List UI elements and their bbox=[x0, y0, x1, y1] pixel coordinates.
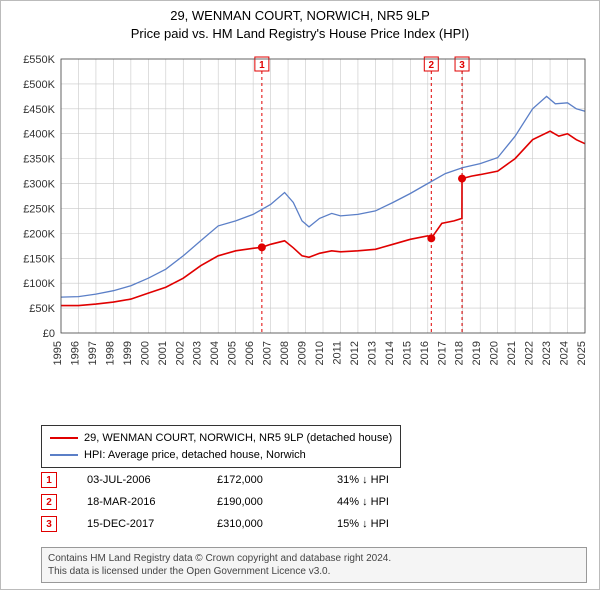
svg-text:1998: 1998 bbox=[104, 341, 116, 365]
svg-text:2017: 2017 bbox=[436, 341, 448, 365]
legend-label-hpi: HPI: Average price, detached house, Norw… bbox=[84, 447, 306, 464]
figure-root: 29, WENMAN COURT, NORWICH, NR5 9LP Price… bbox=[0, 0, 600, 590]
title-block: 29, WENMAN COURT, NORWICH, NR5 9LP Price… bbox=[1, 1, 599, 42]
sale-price-1: £172,000 bbox=[217, 474, 337, 486]
svg-text:2009: 2009 bbox=[297, 341, 309, 365]
svg-text:£250K: £250K bbox=[23, 203, 55, 215]
svg-text:2023: 2023 bbox=[541, 341, 553, 365]
svg-text:£50K: £50K bbox=[29, 303, 55, 315]
footer-line-2: This data is licensed under the Open Gov… bbox=[48, 565, 580, 578]
sale-delta-3: 15% ↓ HPI bbox=[337, 518, 457, 530]
legend-box: 29, WENMAN COURT, NORWICH, NR5 9LP (deta… bbox=[41, 425, 401, 468]
svg-text:2000: 2000 bbox=[139, 341, 151, 365]
svg-text:2002: 2002 bbox=[174, 341, 186, 365]
svg-text:£300K: £300K bbox=[23, 179, 55, 191]
svg-text:£100K: £100K bbox=[23, 278, 55, 290]
svg-text:2014: 2014 bbox=[384, 341, 396, 365]
svg-text:£150K: £150K bbox=[23, 253, 55, 265]
legend-row-hpi: HPI: Average price, detached house, Norw… bbox=[50, 447, 392, 464]
svg-text:2025: 2025 bbox=[576, 341, 588, 365]
svg-text:2019: 2019 bbox=[471, 341, 483, 365]
title-line-2: Price paid vs. HM Land Registry's House … bbox=[1, 25, 599, 43]
svg-text:2: 2 bbox=[429, 60, 435, 71]
sales-row-1: 1 03-JUL-2006 £172,000 31% ↓ HPI bbox=[41, 469, 457, 491]
footer-box: Contains HM Land Registry data © Crown c… bbox=[41, 547, 587, 583]
sales-row-2: 2 18-MAR-2016 £190,000 44% ↓ HPI bbox=[41, 491, 457, 513]
svg-text:1997: 1997 bbox=[87, 341, 99, 365]
svg-text:2007: 2007 bbox=[262, 341, 274, 365]
sale-price-2: £190,000 bbox=[217, 496, 337, 508]
svg-text:£200K: £200K bbox=[23, 228, 55, 240]
svg-text:1: 1 bbox=[259, 60, 265, 71]
svg-text:2010: 2010 bbox=[314, 341, 326, 365]
legend-row-property: 29, WENMAN COURT, NORWICH, NR5 9LP (deta… bbox=[50, 430, 392, 447]
svg-text:2022: 2022 bbox=[524, 341, 536, 365]
svg-text:3: 3 bbox=[459, 60, 465, 71]
svg-text:2016: 2016 bbox=[419, 341, 431, 365]
title-line-1: 29, WENMAN COURT, NORWICH, NR5 9LP bbox=[1, 7, 599, 25]
svg-text:2020: 2020 bbox=[489, 341, 501, 365]
svg-text:£350K: £350K bbox=[23, 154, 55, 166]
legend-swatch-property bbox=[50, 437, 78, 439]
sale-date-3: 15-DEC-2017 bbox=[87, 518, 217, 530]
svg-text:2003: 2003 bbox=[192, 341, 204, 365]
sale-delta-2: 44% ↓ HPI bbox=[337, 496, 457, 508]
sale-delta-1: 31% ↓ HPI bbox=[337, 474, 457, 486]
chart-region: £0 £50K £100K £150K £200K £250K £300K £350K £400… bbox=[9, 51, 593, 381]
svg-text:2008: 2008 bbox=[279, 341, 291, 365]
svg-text:£0: £0 bbox=[43, 328, 55, 340]
sale-marker-3: 3 bbox=[41, 516, 57, 532]
svg-text:2006: 2006 bbox=[244, 341, 256, 365]
svg-text:2021: 2021 bbox=[506, 341, 518, 365]
svg-text:2013: 2013 bbox=[366, 341, 378, 365]
footer-line-1: Contains HM Land Registry data © Crown c… bbox=[48, 552, 580, 565]
svg-text:2004: 2004 bbox=[209, 341, 221, 365]
chart-svg: £0 £50K £100K £150K £200K £250K £300K £350K £400… bbox=[9, 51, 593, 381]
svg-text:2015: 2015 bbox=[401, 341, 413, 365]
svg-text:2001: 2001 bbox=[157, 341, 169, 365]
svg-text:2018: 2018 bbox=[454, 341, 466, 365]
sale-date-1: 03-JUL-2006 bbox=[87, 474, 217, 486]
svg-text:£500K: £500K bbox=[23, 79, 55, 91]
sale-marker-2: 2 bbox=[41, 494, 57, 510]
sale-date-2: 18-MAR-2016 bbox=[87, 496, 217, 508]
svg-text:£550K: £550K bbox=[23, 54, 55, 66]
svg-text:2024: 2024 bbox=[559, 341, 571, 365]
sale-price-3: £310,000 bbox=[217, 518, 337, 530]
sales-table: 1 03-JUL-2006 £172,000 31% ↓ HPI 2 18-MA… bbox=[41, 469, 457, 535]
svg-text:2012: 2012 bbox=[349, 341, 361, 365]
svg-text:1996: 1996 bbox=[69, 341, 81, 365]
legend-label-property: 29, WENMAN COURT, NORWICH, NR5 9LP (deta… bbox=[84, 430, 392, 447]
svg-text:£450K: £450K bbox=[23, 104, 55, 116]
svg-text:1995: 1995 bbox=[52, 341, 64, 365]
sale-marker-1: 1 bbox=[41, 472, 57, 488]
legend-swatch-hpi bbox=[50, 454, 78, 456]
svg-text:1999: 1999 bbox=[122, 341, 134, 365]
svg-text:2005: 2005 bbox=[227, 341, 239, 365]
sales-row-3: 3 15-DEC-2017 £310,000 15% ↓ HPI bbox=[41, 513, 457, 535]
svg-text:2011: 2011 bbox=[331, 341, 343, 365]
svg-text:£400K: £400K bbox=[23, 129, 55, 141]
